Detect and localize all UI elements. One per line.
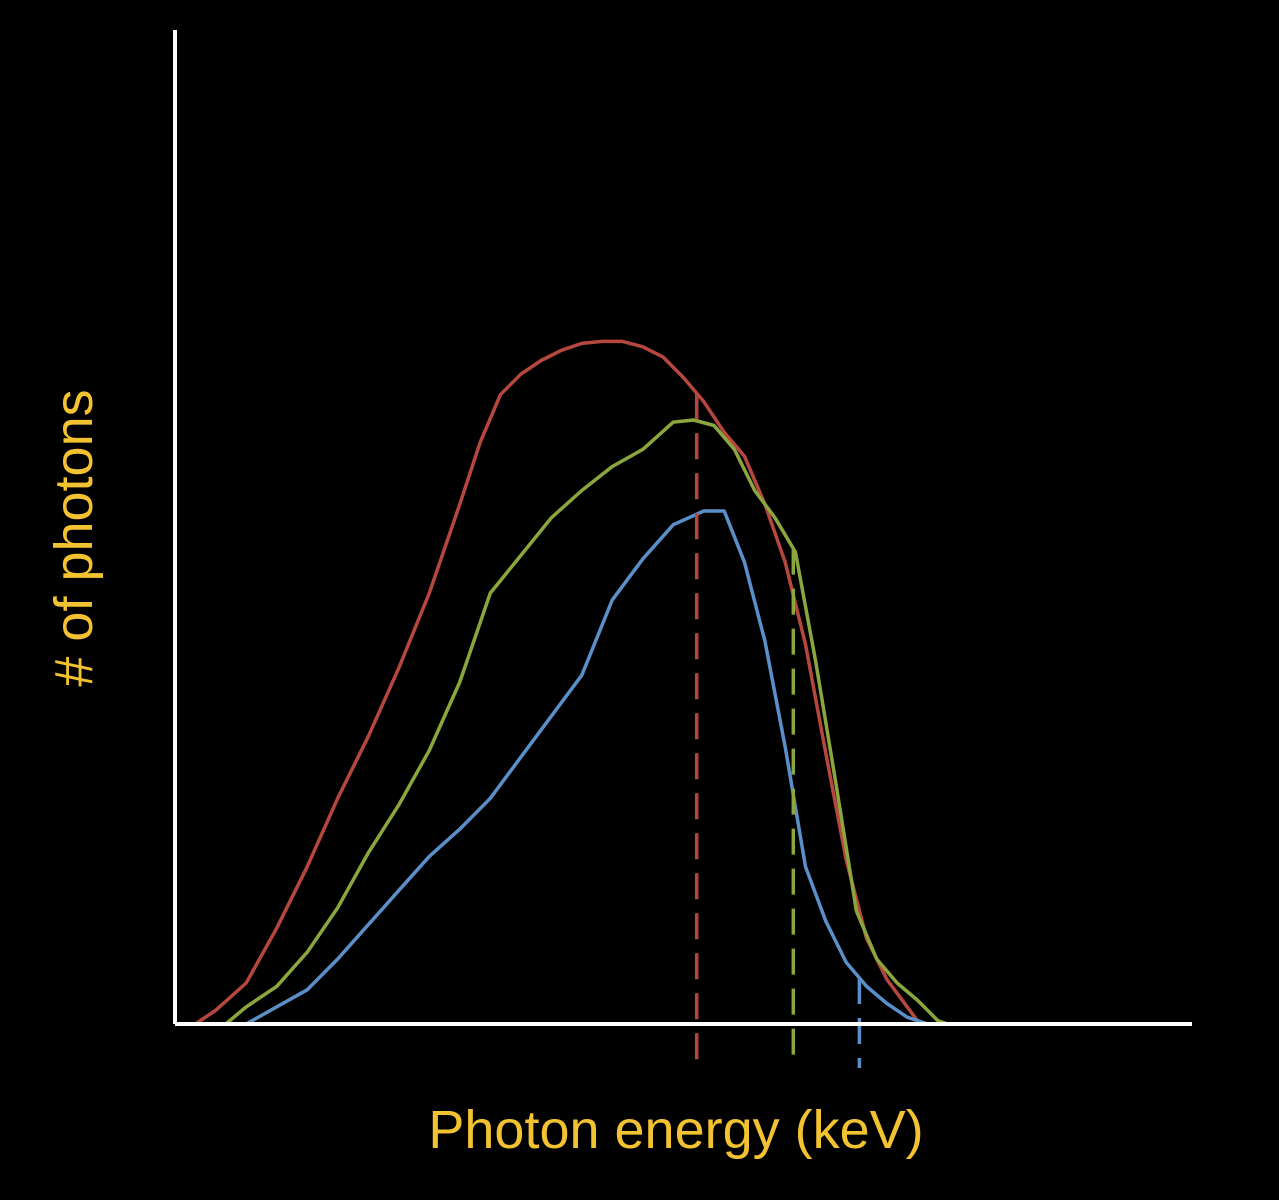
x-axis-label: Photon energy (keV) — [428, 1100, 923, 1160]
spectrum-series-1 — [193, 339, 1154, 1026]
spectrum-series-3 — [193, 509, 1143, 1026]
spectrum-series-2 — [224, 418, 1154, 1026]
mean-energy-markers — [694, 393, 862, 1068]
y-axis-label: # of photons — [44, 389, 104, 686]
series-layer — [193, 339, 1154, 1026]
